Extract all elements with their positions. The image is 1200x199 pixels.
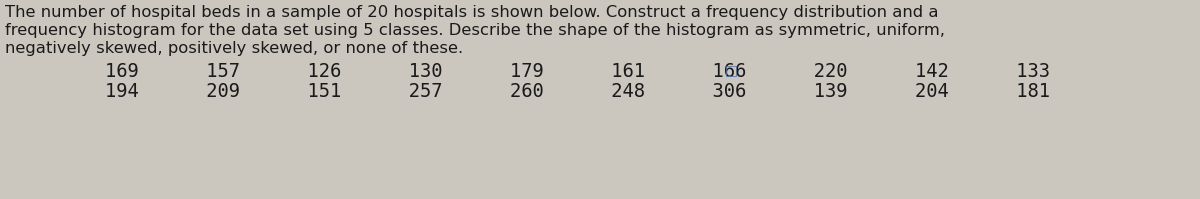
Text: The number of hospital beds in a sample of 20 hospitals is shown below. Construc: The number of hospital beds in a sample … — [5, 5, 938, 20]
Text: □: □ — [725, 63, 738, 77]
Text: 194      209      151      257      260      248      306      139      204     : 194 209 151 257 260 248 306 139 204 — [106, 82, 1050, 101]
Text: negatively skewed, positively skewed, or none of these.: negatively skewed, positively skewed, or… — [5, 41, 463, 56]
Text: frequency histogram for the data set using 5 classes. Describe the shape of the : frequency histogram for the data set usi… — [5, 23, 946, 38]
Text: 169      157      126      130      179      161      166      220      142     : 169 157 126 130 179 161 166 220 142 — [106, 62, 1050, 81]
